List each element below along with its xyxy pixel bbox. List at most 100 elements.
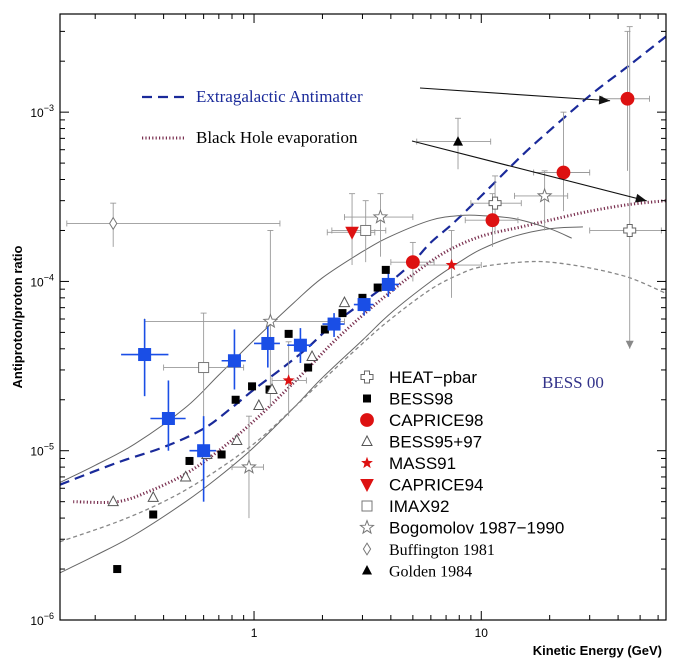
- marker-square: [358, 293, 367, 302]
- legend-label: Buffington 1981: [389, 542, 495, 559]
- marker-triangle: [453, 136, 464, 146]
- point-bess-00: [357, 298, 371, 312]
- point-imax92: [198, 362, 210, 374]
- marker-square: [113, 565, 122, 574]
- legend-marker: [361, 434, 373, 446]
- marker-square: [357, 298, 371, 312]
- legend-marker: [360, 413, 374, 427]
- marker-open-triangle: [253, 398, 265, 410]
- marker-square: [161, 411, 175, 425]
- point-caprice94: [345, 226, 359, 240]
- legend-label: IMAX92: [389, 497, 449, 516]
- marker-square: [327, 317, 341, 331]
- plot-frame: [59, 13, 667, 621]
- marker-triangle: [362, 565, 372, 575]
- legend-label: BESS98: [389, 390, 453, 409]
- legend-marker: [359, 519, 375, 535]
- point-mass91: [445, 258, 458, 271]
- point-bess98: [304, 363, 313, 372]
- marker-square: [138, 348, 152, 362]
- marker-triangle-down: [345, 226, 359, 240]
- curve-legend-label: Black Hole evaporation: [196, 128, 358, 147]
- plot-background: [60, 14, 666, 620]
- marker-open-square: [361, 500, 373, 512]
- point-bess-00: [381, 277, 395, 291]
- marker-square: [284, 329, 293, 338]
- point-bess-00: [227, 354, 241, 368]
- point-bess98: [284, 329, 293, 338]
- marker-square: [217, 450, 226, 459]
- marker-diamond: [109, 216, 118, 231]
- marker-square: [261, 336, 275, 350]
- curve-extragalactic-antimatter: [60, 35, 666, 486]
- point-bess98: [185, 456, 194, 465]
- y-tick-label: 10−3: [30, 103, 54, 120]
- point-imax92: [360, 224, 372, 236]
- curve-legend-arrowhead: [598, 95, 611, 105]
- marker-diamond: [362, 542, 372, 556]
- legend-marker: [361, 456, 373, 469]
- marker-open-triangle: [147, 490, 160, 502]
- marker-open-square: [360, 224, 372, 236]
- marker-star: [282, 374, 295, 386]
- marker-star: [372, 208, 389, 224]
- point-buffington-1981: [109, 216, 118, 231]
- point-bogomolov-1987-1990: [241, 458, 257, 474]
- point-bess95-97: [147, 490, 160, 502]
- point-caprice98: [405, 255, 420, 270]
- marker-star: [241, 458, 257, 474]
- marker-square: [304, 363, 313, 372]
- point-bess98: [149, 510, 158, 519]
- point-bess98: [248, 382, 257, 391]
- point-caprice98: [485, 213, 500, 228]
- legend-label: HEAT−pbar: [389, 368, 477, 387]
- legend-label: Golden 1984: [389, 564, 472, 581]
- marker-triangle-down: [360, 478, 374, 492]
- legend-label: BESS95+97: [389, 433, 482, 452]
- marker-square: [363, 394, 371, 403]
- point-caprice98: [556, 165, 571, 180]
- marker-square: [338, 309, 347, 318]
- point-bess98: [231, 395, 240, 404]
- legend-entry: BESS95+97: [361, 433, 482, 452]
- point-bess95-97: [230, 433, 243, 445]
- y-tick-label: 10−6: [30, 611, 54, 628]
- marker-open-triangle: [306, 349, 318, 362]
- legend-label: MASS91: [389, 454, 456, 473]
- point-bess95-97: [306, 349, 318, 362]
- point-bess-00: [138, 348, 152, 362]
- marker-square: [381, 277, 395, 291]
- point-bess98: [338, 309, 347, 318]
- legend-marker: [360, 478, 374, 492]
- point-bess-00: [327, 317, 341, 331]
- x-axis-label: Kinetic Energy (GeV): [533, 643, 662, 658]
- curve-legend-arrow: [411, 140, 647, 202]
- marker-cross: [360, 370, 374, 384]
- legend-entry: IMAX92: [361, 497, 449, 516]
- point-bess95-97: [107, 495, 120, 507]
- point-bogomolov-1987-1990: [536, 187, 553, 203]
- marker-star: [536, 187, 553, 203]
- curve-model-4: [60, 260, 666, 543]
- marker-square: [185, 456, 194, 465]
- marker-cross: [623, 223, 637, 237]
- marker-open-triangle: [361, 434, 373, 446]
- marker-square: [373, 283, 382, 292]
- point-golden-1984: [453, 136, 464, 146]
- legend-entry: CAPRICE98: [360, 411, 483, 430]
- marker-open-triangle: [107, 495, 120, 507]
- marker-square: [248, 382, 257, 391]
- upper-limit-arrow: [625, 340, 634, 349]
- legend-entry: BESS98: [363, 390, 453, 409]
- marker-star: [445, 258, 458, 271]
- marker-star: [359, 519, 375, 535]
- curve-legend-arrow: [419, 87, 611, 102]
- legend-entry: Bogomolov 1987−1990: [359, 519, 564, 538]
- point-bess95-97: [253, 398, 265, 410]
- marker-open-triangle: [266, 382, 278, 394]
- point-bess-00: [261, 336, 275, 350]
- curve-legend-label: Extragalactic Antimatter: [196, 87, 363, 106]
- marker-square: [293, 338, 307, 352]
- point-bess95-97: [338, 296, 351, 308]
- marker-circle: [405, 255, 420, 270]
